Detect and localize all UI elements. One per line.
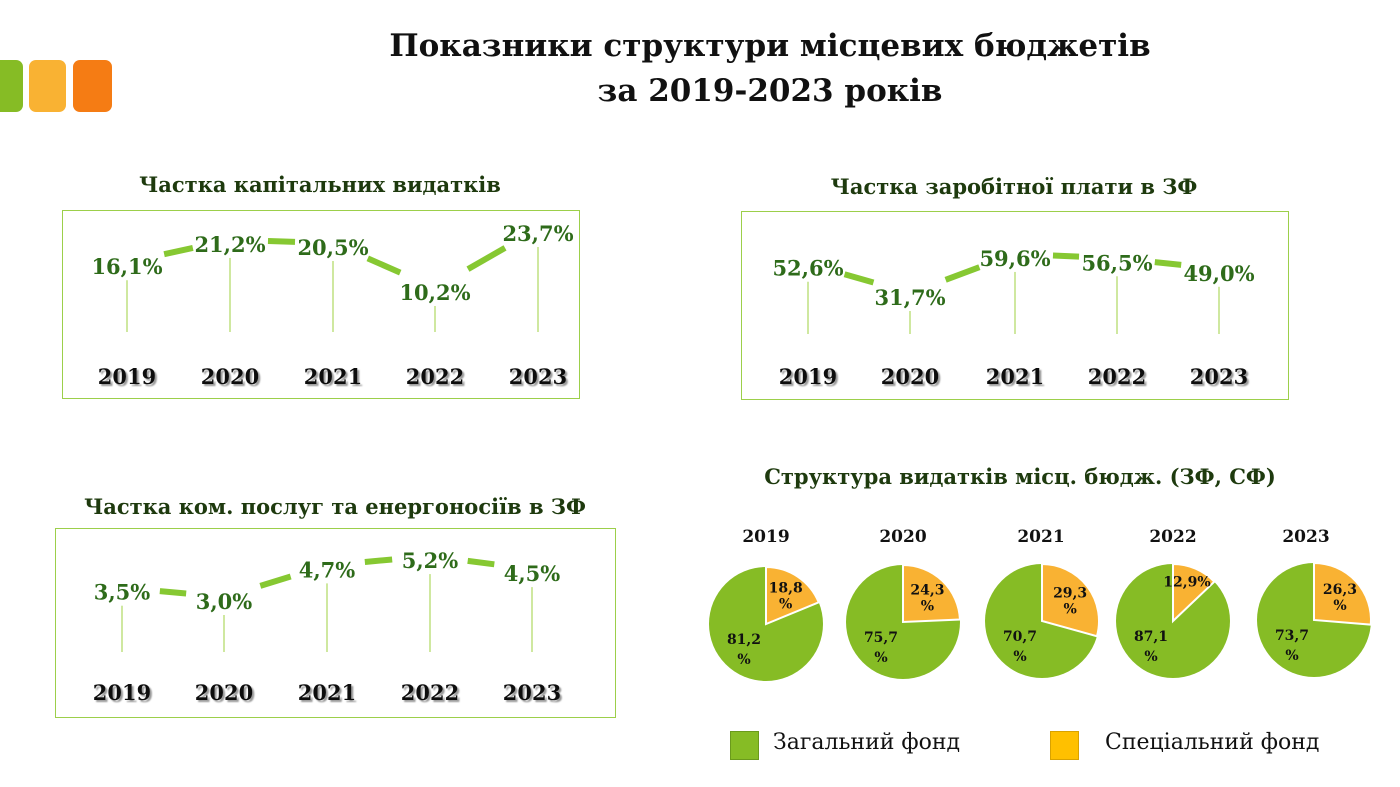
pie-general-percent: % xyxy=(737,652,750,668)
pie-slice-special xyxy=(1313,561,1372,626)
chart2-year-label: 2019 xyxy=(779,364,837,389)
logo-square-green xyxy=(0,60,23,112)
pie-general-percent: % xyxy=(1013,649,1026,665)
pie-general-percent: % xyxy=(1285,648,1298,664)
chart2-value-label: 31,7% xyxy=(874,285,945,310)
chart1-year-label: 2019 xyxy=(98,364,156,389)
chart2-value-label: 59,6% xyxy=(979,246,1050,271)
chart1-connector xyxy=(466,245,507,272)
chart3-value-label: 4,5% xyxy=(504,561,561,586)
pie-slice-special xyxy=(1041,562,1100,638)
pie-general-value: 75,7 xyxy=(864,630,898,646)
pie-general-percent: % xyxy=(1144,649,1157,665)
chart1-year-label: 2023 xyxy=(509,364,567,389)
chart1-year-label: 2022 xyxy=(406,364,464,389)
chart2-value-label: 52,6% xyxy=(772,256,843,281)
chart3-value-label: 5,2% xyxy=(402,548,459,573)
pie-year-label: 2019 xyxy=(742,527,789,547)
pie-year-label: 2021 xyxy=(1017,527,1064,547)
chart1-value-label: 20,5% xyxy=(297,235,368,260)
pie-special-value: 12,9% xyxy=(1163,575,1210,591)
chart2-year-label: 2023 xyxy=(1190,364,1248,389)
chart2-connector xyxy=(944,264,981,283)
legend-label-special: Спеціальний фонд xyxy=(1105,730,1320,755)
chart3-value-label: 3,0% xyxy=(196,589,253,614)
pie-special-percent: % xyxy=(1333,598,1346,614)
pie-general-percent: % xyxy=(874,650,887,666)
logo-square-orange xyxy=(29,60,66,112)
chart3-year-label: 2020 xyxy=(195,680,253,705)
chart2-connector xyxy=(1154,259,1182,268)
chart3-connector xyxy=(467,557,495,568)
pie-special-percent: % xyxy=(779,597,792,613)
chart2-year-label: 2022 xyxy=(1088,364,1146,389)
chart2-value-label: 49,0% xyxy=(1183,261,1254,286)
chart1-year-label: 2020 xyxy=(201,364,259,389)
chart1-value-label: 10,2% xyxy=(399,280,470,305)
chart2-connector xyxy=(843,271,875,286)
chart2-value-label: 56,5% xyxy=(1081,250,1152,275)
chart1-connector xyxy=(366,255,402,276)
chart2-title: Частка заробітної плати в ЗФ xyxy=(830,174,1198,199)
chart2-connector xyxy=(1052,252,1080,260)
pie-slice-special xyxy=(902,563,961,624)
chart2-year-label: 2021 xyxy=(986,364,1044,389)
chart1-title: Частка капітальних видатків xyxy=(139,172,501,197)
chart3-value-label: 3,5% xyxy=(94,580,151,605)
chart3-frame xyxy=(55,528,616,718)
pie-special-percent: % xyxy=(921,598,934,614)
chart3-value-label: 4,7% xyxy=(299,557,356,582)
slide-title-line2: за 2019-2023 років xyxy=(597,73,943,109)
chart1-year-label: 2021 xyxy=(304,364,362,389)
pie-special-value: 26,3 xyxy=(1323,582,1357,598)
pie-general-value: 81,2 xyxy=(727,632,761,648)
chart2-year-label: 2020 xyxy=(881,364,939,389)
chart3-year-label: 2019 xyxy=(93,680,151,705)
chart3-year-label: 2022 xyxy=(401,680,459,705)
logo-square-deep-orange xyxy=(73,60,112,112)
legend-swatch-special xyxy=(1050,731,1079,760)
pie-general-value: 87,1 xyxy=(1134,629,1168,645)
chart3-year-label: 2021 xyxy=(298,680,356,705)
chart1-frame xyxy=(62,210,580,399)
chart1-connector xyxy=(163,245,194,258)
pie-general-value: 70,7 xyxy=(1003,629,1037,645)
chart3-year-label: 2023 xyxy=(503,680,561,705)
pie-special-value: 29,3 xyxy=(1053,586,1087,602)
slide-title-line1: Показники структури місцевих бюджетів xyxy=(389,28,1151,64)
pie-chart-title: Структура видатків місц. бюдж. (ЗФ, СФ) xyxy=(764,464,1276,489)
chart3-connector xyxy=(159,588,187,597)
legend-swatch-general xyxy=(730,731,759,760)
chart2-frame xyxy=(741,211,1289,400)
chart1-connector xyxy=(267,238,296,245)
chart3-title: Частка ком. послуг та енергоносіїв в ЗФ xyxy=(84,494,586,519)
pie-slice-special xyxy=(765,565,821,626)
chart1-value-label: 23,7% xyxy=(502,221,573,246)
pie-special-value: 18,8 xyxy=(769,581,803,597)
pie-year-label: 2020 xyxy=(879,527,926,547)
pie-general-value: 73,7 xyxy=(1275,628,1309,644)
chart1-value-label: 21,2% xyxy=(194,232,265,257)
legend-label-general: Загальний фонд xyxy=(773,730,961,755)
pie-slice-special xyxy=(1172,562,1216,624)
pie-special-percent: % xyxy=(1063,602,1076,618)
pie-year-label: 2022 xyxy=(1149,527,1196,547)
chart3-connector xyxy=(364,556,393,565)
pie-year-label: 2023 xyxy=(1282,527,1329,547)
pie-special-value: 24,3 xyxy=(910,582,944,598)
chart1-value-label: 16,1% xyxy=(91,254,162,279)
chart3-connector xyxy=(259,573,292,589)
